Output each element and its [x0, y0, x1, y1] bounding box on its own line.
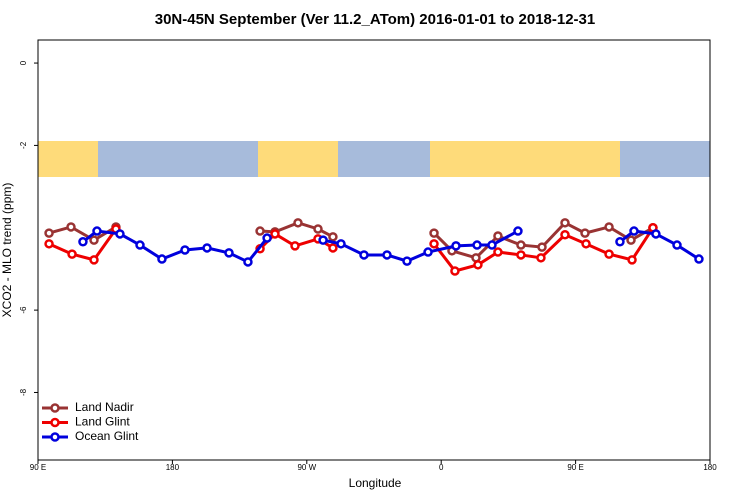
point — [44, 228, 54, 238]
y-axis-label: XCO2 - MLO trend (ppm) — [0, 183, 14, 318]
point — [423, 247, 433, 257]
point — [536, 253, 546, 263]
point — [487, 240, 497, 250]
point — [224, 248, 234, 258]
point — [262, 233, 272, 243]
x-tick-label: 180 — [166, 463, 180, 472]
point — [402, 256, 412, 266]
point — [202, 243, 212, 253]
y-tick-label: -2 — [19, 141, 28, 149]
point — [493, 247, 503, 257]
point — [493, 231, 503, 241]
point — [67, 249, 77, 259]
point — [243, 257, 253, 267]
point — [290, 241, 300, 251]
point — [516, 240, 526, 250]
point — [651, 229, 661, 239]
point — [180, 245, 190, 255]
point — [560, 230, 570, 240]
point — [255, 226, 265, 236]
point — [516, 250, 526, 260]
legend-label: Ocean Glint — [75, 429, 139, 443]
x-tick-label: 90 E — [30, 463, 46, 472]
point — [89, 255, 99, 265]
point — [78, 237, 88, 247]
plot-frame — [37, 39, 711, 461]
x-tick-label: 90 W — [297, 463, 316, 472]
point — [328, 232, 338, 242]
point — [450, 266, 460, 276]
legend-marker — [50, 432, 60, 442]
point — [429, 228, 439, 238]
point — [537, 242, 547, 252]
legend-label: Land Nadir — [75, 400, 134, 414]
point — [694, 254, 704, 264]
point — [513, 226, 523, 236]
point — [157, 254, 167, 264]
x-tick-label: 90 E — [567, 463, 583, 472]
point — [328, 243, 338, 253]
point — [318, 235, 328, 245]
x-tick-label: 0 — [439, 463, 444, 472]
point — [472, 240, 482, 250]
point — [451, 241, 461, 251]
point — [66, 222, 76, 232]
point — [629, 226, 639, 236]
point — [293, 218, 303, 228]
y-tick-label: -8 — [19, 388, 28, 396]
point — [359, 250, 369, 260]
point — [615, 237, 625, 247]
point — [473, 260, 483, 270]
point — [44, 239, 54, 249]
legend-marker — [50, 403, 60, 413]
point — [115, 229, 125, 239]
y-tick-label: -6 — [19, 306, 28, 314]
x-tick-label: 180 — [703, 463, 717, 472]
point — [627, 255, 637, 265]
point — [429, 239, 439, 249]
point — [313, 224, 323, 234]
point — [672, 240, 682, 250]
point — [581, 239, 591, 249]
map-band — [38, 141, 710, 177]
point — [626, 235, 636, 245]
point — [89, 235, 99, 245]
point — [604, 249, 614, 259]
x-axis-label: Longitude — [349, 476, 402, 490]
chart-title: 30N-45N September (Ver 11.2_ATom) 2016-0… — [155, 11, 596, 28]
point — [135, 240, 145, 250]
point — [92, 226, 102, 236]
point — [336, 239, 346, 249]
y-tick-label: 0 — [19, 60, 28, 65]
point — [560, 218, 570, 228]
legend-label: Land Glint — [75, 415, 130, 429]
point — [382, 250, 392, 260]
point — [580, 228, 590, 238]
legend-marker — [50, 417, 60, 428]
point — [270, 229, 280, 239]
point — [604, 222, 614, 232]
